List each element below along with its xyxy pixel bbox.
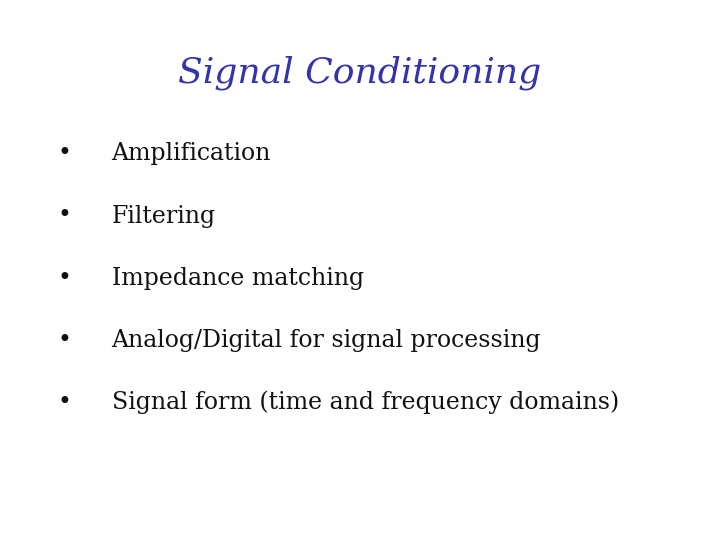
Text: •: • bbox=[58, 143, 72, 165]
Text: Amplification: Amplification bbox=[112, 143, 271, 165]
Text: Filtering: Filtering bbox=[112, 205, 216, 227]
Text: •: • bbox=[58, 329, 72, 352]
Text: •: • bbox=[58, 267, 72, 289]
Text: •: • bbox=[58, 205, 72, 227]
Text: Analog/Digital for signal processing: Analog/Digital for signal processing bbox=[112, 329, 541, 352]
Text: •: • bbox=[58, 391, 72, 414]
Text: Signal form (time and frequency domains): Signal form (time and frequency domains) bbox=[112, 390, 619, 414]
Text: Impedance matching: Impedance matching bbox=[112, 267, 364, 289]
Text: Signal Conditioning: Signal Conditioning bbox=[179, 56, 541, 90]
